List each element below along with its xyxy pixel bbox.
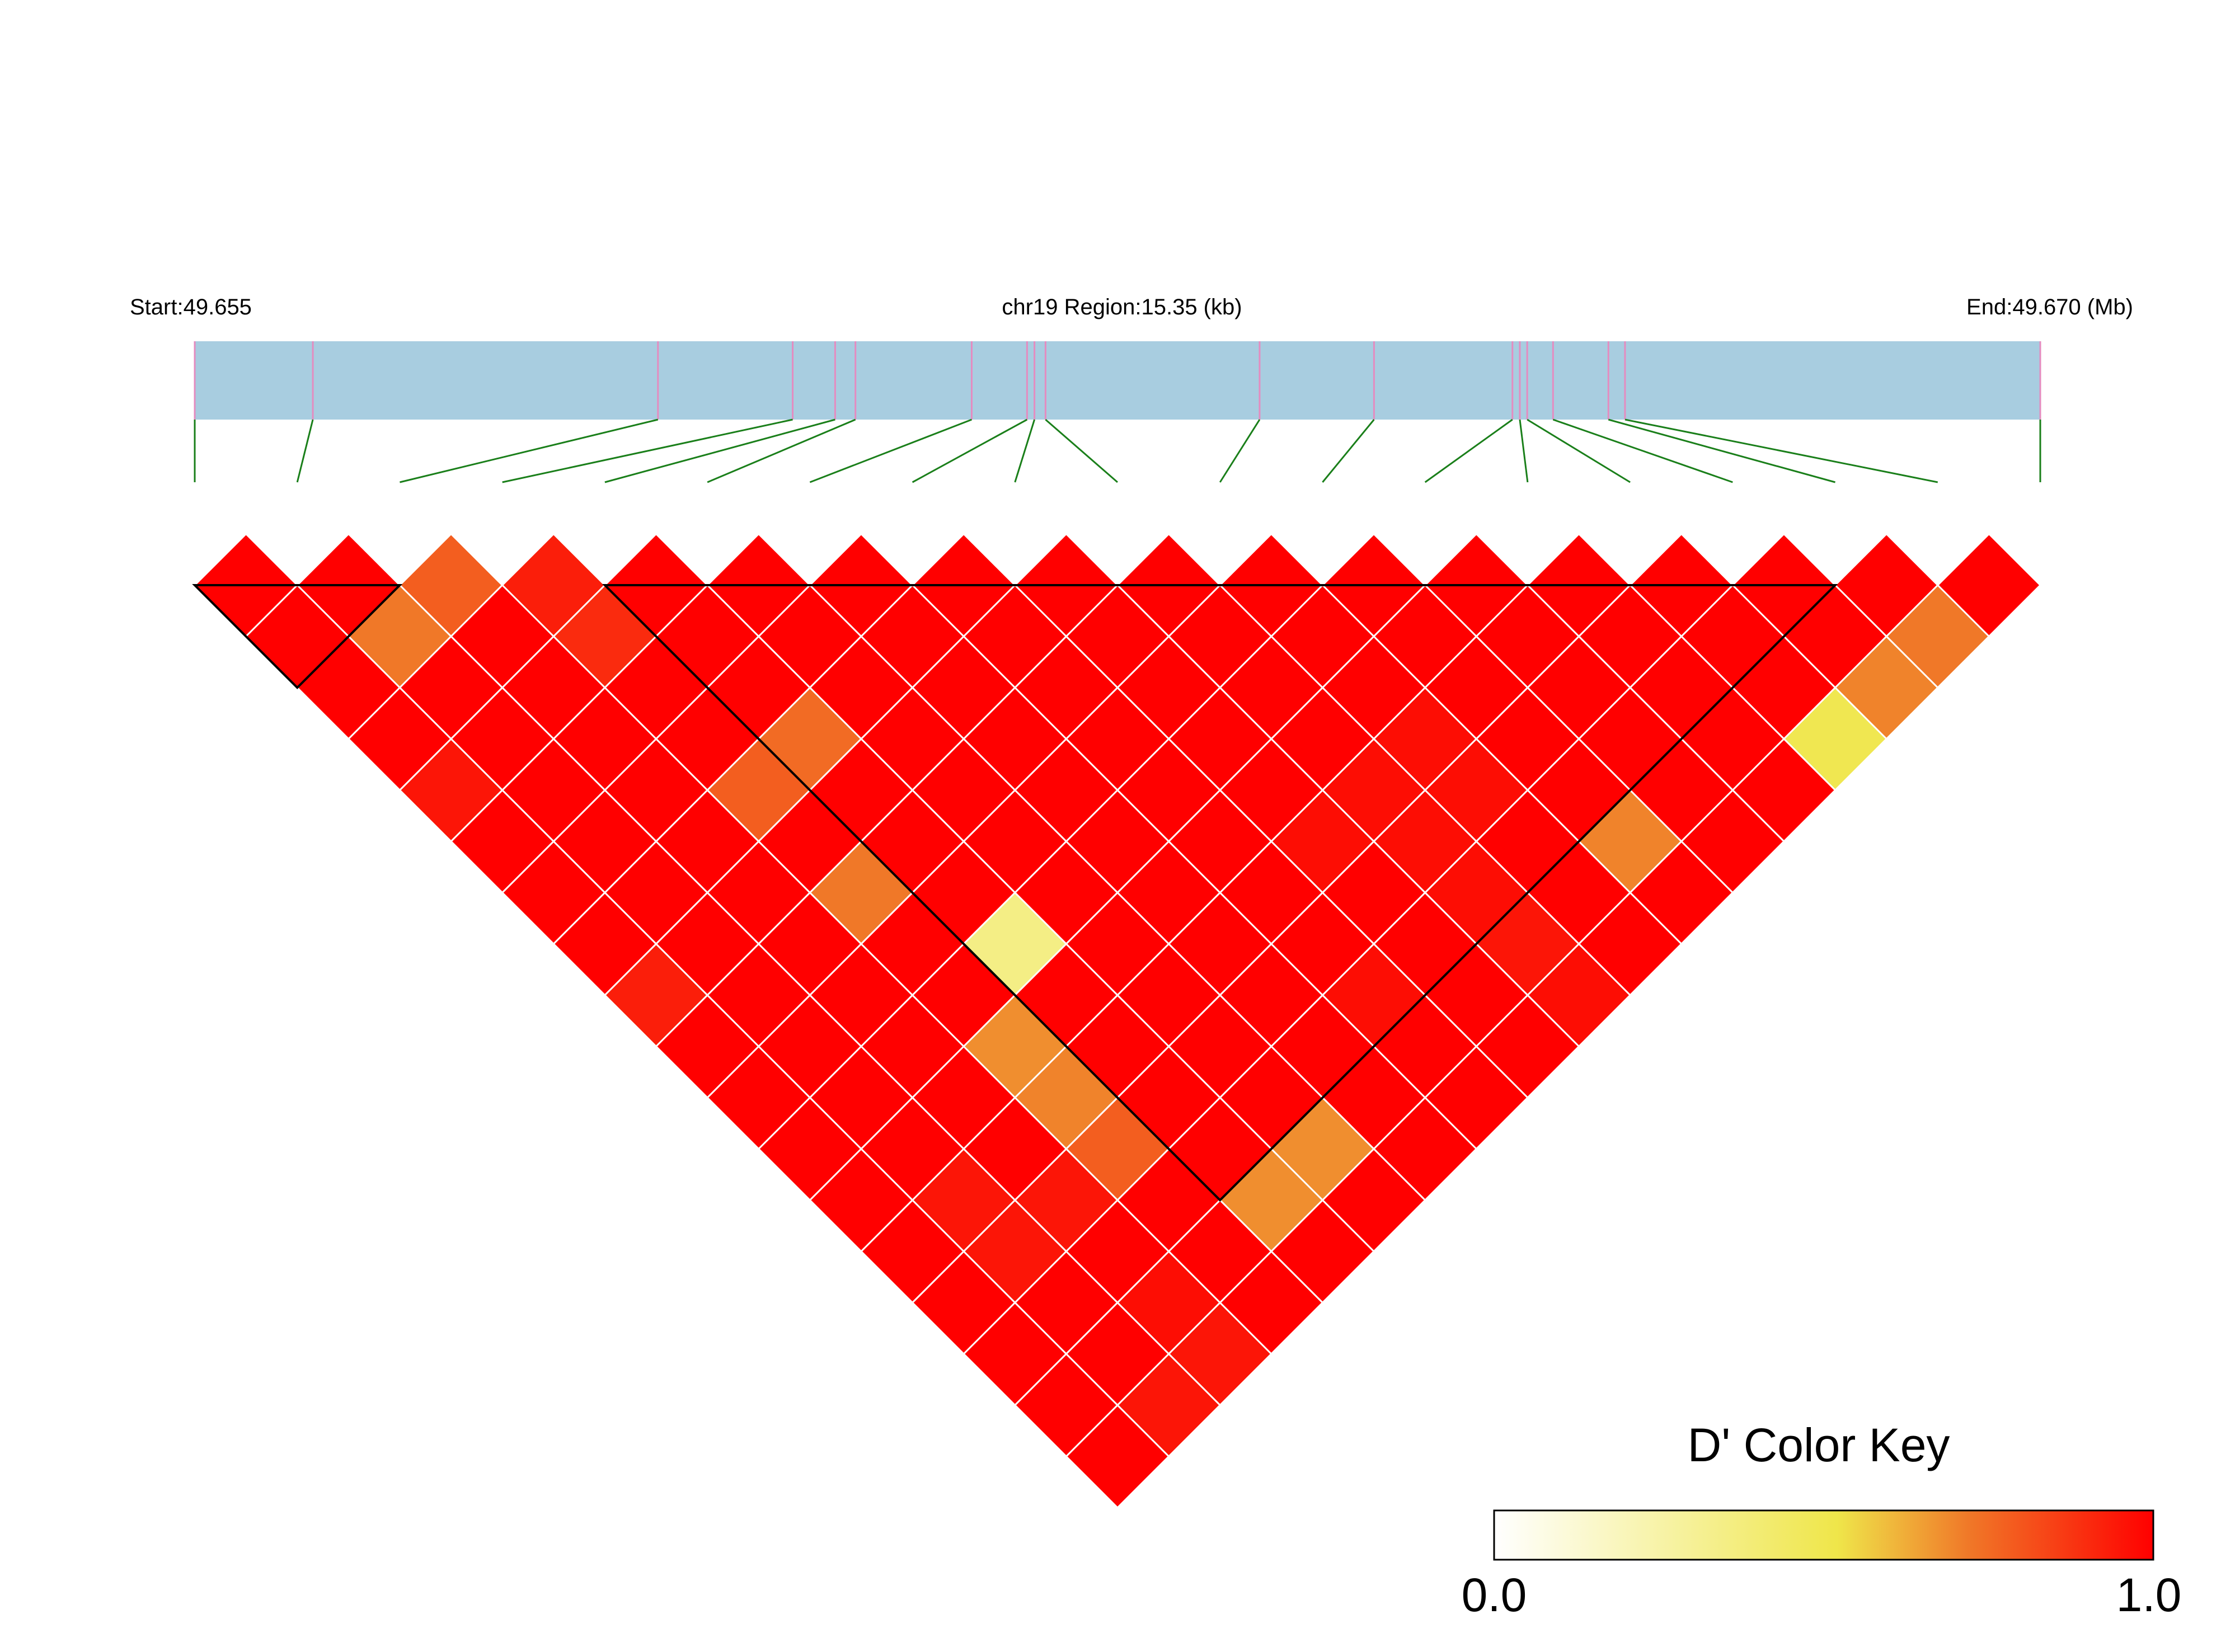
snp-connector [296,419,314,483]
region-bar [195,341,2040,420]
color-key-min-label: 0.0 [1462,1569,1527,1621]
end-label: End:49.670 (Mb) [1966,295,2133,319]
snp-marks [194,341,2041,420]
snp-connector [1219,419,1261,483]
color-key-title: D' Color Key [1688,1419,1950,1471]
snp-connector [1552,418,1733,483]
snp-connector [707,418,856,483]
snp-connector [1624,418,1938,483]
snp-connector [912,418,1028,483]
snp-connector [604,418,835,483]
haplotype-block-outline [192,584,403,690]
snp-connector [1519,419,1529,483]
start-label: Start:49.655 [130,295,252,319]
snp-connector [400,418,659,483]
color-key-max-label: 1.0 [2116,1569,2182,1621]
haplotype-blocks [192,584,1838,1202]
snp-connector [1322,419,1375,483]
snp-connector [1045,418,1118,483]
snp-connector [1424,418,1513,483]
ld-cell [1065,1404,1170,1509]
snp-connector [1608,418,1835,483]
region-label: chr19 Region:15.35 (kb) [1002,295,1242,319]
snp-connectors [194,418,2041,483]
snp-connector [809,418,972,483]
color-key-bar [1493,1509,2154,1561]
haplotype-block-outline [602,584,1838,1202]
snp-connector [502,418,793,483]
snp-connector [1014,419,1036,483]
ld-cells [193,533,2042,1509]
snp-connector [1527,418,1631,483]
